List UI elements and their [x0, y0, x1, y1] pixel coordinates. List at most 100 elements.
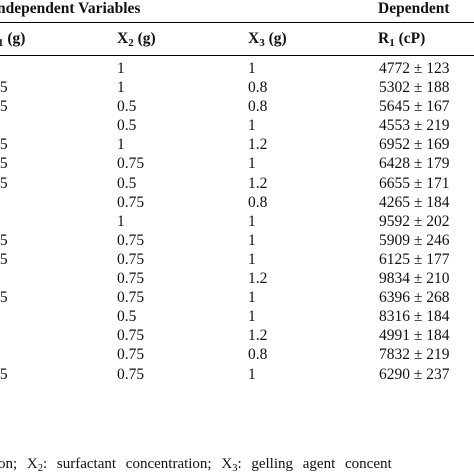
table-row: 0.5 1 4553 ± 219 — [0, 116, 474, 135]
column-header-x1: 1 (g) — [0, 30, 26, 49]
column-header-x2-sub: 2 — [128, 37, 134, 49]
footnote-part-3: : gelling agent concent — [237, 456, 392, 472]
table-row: .5 0.75 1 6290 ± 237 — [0, 365, 474, 384]
cell-r1: 8316 ± 184 — [379, 308, 450, 326]
column-header-r1-prefix: R — [378, 30, 390, 47]
cell-x2: 0.75 — [117, 289, 145, 307]
cell-x2: 0.75 — [117, 365, 145, 383]
cell-r1: 5302 ± 188 — [379, 79, 450, 97]
cell-r1: 6290 ± 237 — [379, 365, 450, 383]
cell-x3: 1.2 — [248, 136, 268, 154]
cell-x3: 1 — [248, 117, 256, 135]
cell-x3: 0.8 — [248, 193, 268, 211]
column-header-x3: X3 (g) — [248, 30, 287, 49]
cell-r1: 5645 ± 167 — [379, 98, 450, 116]
cell-x2: 0.75 — [117, 193, 145, 211]
top-rule — [0, 22, 474, 23]
cell-x3: 0.8 — [248, 79, 268, 97]
cell-r1: 5909 ± 246 — [379, 231, 450, 249]
cell-x3: 1 — [248, 155, 256, 173]
table-row: 0.75 0.8 7832 ± 219 — [0, 345, 474, 364]
cell-r1: 4991 ± 184 — [379, 327, 450, 345]
cell-x3: 1 — [248, 231, 256, 249]
cell-x1: .5 — [0, 98, 8, 116]
table-row: .5 0.75 1 6125 ± 177 — [0, 250, 474, 269]
cell-x2: 1 — [117, 212, 125, 230]
cell-r1: 6952 ± 169 — [379, 136, 450, 154]
table-row: .5 1 1.2 6952 ± 169 — [0, 135, 474, 154]
cell-x3: 1 — [248, 308, 256, 326]
cell-x3: 1 — [248, 250, 256, 268]
table-row: .5 1 0.8 5302 ± 188 — [0, 78, 474, 97]
column-header-r1: R1 (cP) — [378, 30, 426, 49]
header-rule — [0, 55, 474, 56]
column-header-x2-unit: (g) — [133, 30, 156, 47]
cell-x3: 0.8 — [248, 346, 268, 364]
cell-r1: 9592 ± 202 — [379, 212, 450, 230]
column-header-r1-sub: 1 — [389, 37, 395, 49]
column-header-x2: X2 (g) — [117, 30, 156, 49]
cell-x2: 0.75 — [117, 231, 145, 249]
cell-x3: 1.2 — [248, 174, 268, 192]
cell-x3: 1.2 — [248, 327, 268, 345]
cell-x2: 0.5 — [117, 308, 137, 326]
cell-r1: 6655 ± 171 — [379, 174, 450, 192]
table-row: 1 1 4772 ± 123 — [0, 59, 474, 78]
cell-x1: .5 — [0, 289, 8, 307]
column-header-x3-sub: 3 — [259, 37, 265, 49]
cell-x1: .5 — [0, 365, 8, 383]
table-footnote: on; X2: surfactant concentration; X3: ge… — [0, 455, 474, 474]
cell-x2: 0.75 — [117, 155, 145, 173]
column-header-x3-unit: (g) — [264, 30, 287, 47]
cell-x3: 1.2 — [248, 270, 268, 288]
dependent-variables-header: Dependent — [378, 0, 450, 17]
cell-x1: .5 — [0, 79, 8, 97]
cell-x2: 0.5 — [117, 174, 137, 192]
cell-x3: 1 — [248, 289, 256, 307]
cell-x3: 0.8 — [248, 98, 268, 116]
cell-x2: 1 — [117, 60, 125, 77]
table-row: .5 0.75 1 6396 ± 268 — [0, 288, 474, 307]
table-row: .5 0.75 1 5909 ± 246 — [0, 231, 474, 250]
table-row: 0.5 1 8316 ± 184 — [0, 307, 474, 326]
cell-r1: 9834 ± 210 — [379, 270, 450, 288]
footnote-sub-2: 3 — [232, 463, 238, 474]
cell-x1: .5 — [0, 155, 8, 173]
cell-r1: 7832 ± 219 — [379, 346, 450, 364]
column-header-r1-unit: (cP) — [394, 30, 426, 47]
cell-x1: .5 — [0, 231, 8, 249]
table-row: 1 1 9592 ± 202 — [0, 212, 474, 231]
cell-x2: 0.75 — [117, 327, 145, 345]
cell-x2: 0.75 — [117, 346, 145, 364]
cell-x2: 1 — [117, 79, 125, 97]
table-row: 0.75 1.2 4991 ± 184 — [0, 326, 474, 345]
table-row: .5 0.5 1.2 6655 ± 171 — [0, 174, 474, 193]
cell-x3: 1 — [248, 365, 256, 383]
column-header-x2-prefix: X — [117, 30, 129, 47]
cell-x2: 1 — [117, 136, 125, 154]
table-row: .5 0.5 0.8 5645 ± 167 — [0, 97, 474, 116]
cell-x2: 0.75 — [117, 270, 145, 288]
cell-r1: 6125 ± 177 — [379, 250, 450, 268]
footnote-sub-1: 2 — [37, 463, 43, 474]
table-row: 0.75 0.8 4265 ± 184 — [0, 193, 474, 212]
cell-r1: 4553 ± 219 — [379, 117, 450, 135]
cell-r1: 6396 ± 268 — [379, 289, 450, 307]
footnote-part-2: : surfactant concentration; X — [43, 456, 233, 472]
cell-r1: 4265 ± 184 — [379, 193, 450, 211]
table-row: 0.75 1.2 9834 ± 210 — [0, 269, 474, 288]
cell-x1: .5 — [0, 136, 8, 154]
column-header-x3-prefix: X — [248, 30, 260, 47]
independent-variables-header: ndependent Variables — [0, 0, 141, 17]
footnote-part-1: on; X — [0, 456, 38, 472]
table-row: .5 0.75 1 6428 ± 179 — [0, 154, 474, 173]
cell-x1: .5 — [0, 174, 8, 192]
column-header-x1-unit: (g) — [3, 30, 26, 47]
cell-r1: 6428 ± 179 — [379, 155, 450, 173]
cell-r1: 4772 ± 123 — [379, 60, 450, 77]
cell-x1: .5 — [0, 250, 8, 268]
column-header-x1-sub: 1 — [0, 37, 4, 49]
cell-x2: 0.75 — [117, 250, 145, 268]
